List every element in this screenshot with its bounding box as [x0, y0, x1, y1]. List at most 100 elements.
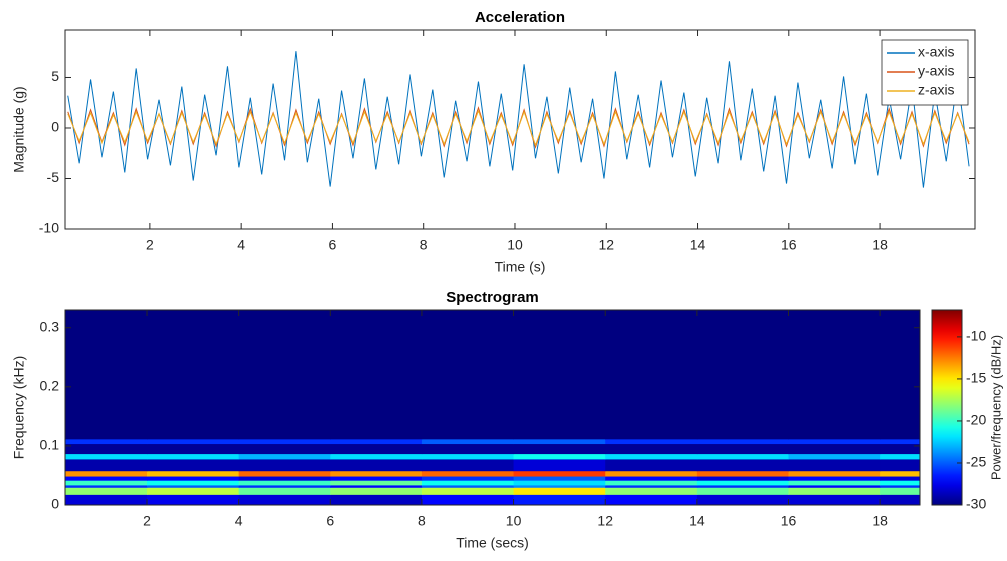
heatmap-cell [696, 458, 789, 472]
heatmap-cell [696, 484, 789, 488]
heatmap-cell [605, 310, 698, 440]
legend-label: x-axis [918, 44, 955, 60]
heatmap-cell [65, 443, 148, 455]
heatmap-cell [788, 470, 881, 477]
colorbar-tick-label: -15 [966, 370, 986, 386]
heatmap-cell [880, 487, 921, 495]
heatmap-cell [238, 453, 331, 460]
x-tick-label: 4 [237, 237, 245, 253]
x-tick-label: 14 [689, 513, 705, 529]
heatmap-cell [65, 458, 148, 472]
heatmap-cell [696, 476, 789, 481]
x-tick-label: 2 [143, 513, 151, 529]
heatmap-cell [330, 487, 423, 495]
heatmap-cell [65, 487, 148, 495]
heatmap-cell [238, 487, 331, 495]
colorbar-tick-label: -30 [966, 496, 986, 512]
heatmap-cell [65, 484, 148, 488]
heatmap-cell [788, 487, 881, 495]
heatmap-cell [421, 480, 515, 486]
heatmap-cell [605, 470, 698, 477]
heatmap-cell [421, 453, 515, 460]
heatmap-cell [65, 476, 148, 481]
heatmap-cell [421, 476, 515, 481]
heatmap-cell [788, 453, 881, 460]
heatmap-cell [330, 484, 423, 488]
heatmap-cell [330, 443, 423, 455]
heatmap-cell [238, 458, 331, 472]
heatmap-cell [421, 484, 515, 488]
heatmap-cell [65, 480, 148, 486]
heatmap-cell [696, 494, 789, 506]
heatmap-cell [605, 438, 698, 445]
heatmap-cell [513, 494, 606, 506]
heatmap-cell [880, 453, 921, 460]
y-tick-label: 0 [51, 496, 59, 512]
heatmap-cell [513, 438, 606, 445]
heatmap-cell [147, 480, 240, 486]
heatmap-cell [238, 470, 331, 477]
legend-label: y-axis [918, 63, 955, 79]
heatmap-cell [605, 484, 698, 488]
heatmap-cell [65, 438, 148, 445]
colorbar-tick-label: -25 [966, 454, 986, 470]
heatmap-cell [147, 494, 240, 506]
heatmap-cell [788, 494, 881, 506]
x-tick-label: 4 [235, 513, 243, 529]
heatmap-cell [147, 453, 240, 460]
x-tick-label: 14 [690, 237, 706, 253]
heatmap-cell [330, 476, 423, 481]
heatmap-cell [788, 438, 881, 445]
y-tick-label: 0.2 [40, 378, 60, 394]
x-tick-label: 12 [597, 513, 613, 529]
x-tick-label: 10 [507, 237, 523, 253]
heatmap-cell [513, 480, 606, 486]
heatmap-cell [147, 476, 240, 481]
heatmap-cell [788, 443, 881, 455]
heatmap-cell [421, 438, 515, 445]
heatmap-cell [880, 438, 921, 445]
heatmap-cell [65, 494, 148, 506]
x-tick-label: 8 [418, 513, 426, 529]
y-tick-label: 0 [51, 119, 59, 135]
heatmap-cell [421, 443, 515, 455]
heatmap-cell [605, 458, 698, 472]
heatmap-cell [330, 470, 423, 477]
heatmap-cell [238, 310, 331, 440]
heatmap-cell [880, 476, 921, 481]
heatmap-cell [880, 494, 921, 506]
y-tick-label: 5 [51, 68, 59, 84]
heatmap-cell [513, 458, 606, 472]
x-tick-label: 12 [598, 237, 614, 253]
heatmap-cell [880, 470, 921, 477]
x-tick-label: 8 [420, 237, 428, 253]
heatmap-cell [421, 494, 515, 506]
x-axis-label: Time (s) [495, 259, 546, 275]
heatmap-cell [513, 310, 606, 440]
y-tick-label: 0.1 [40, 437, 60, 453]
heatmap-cell [788, 458, 881, 472]
plot-area [65, 30, 975, 229]
heatmap-cell [605, 443, 698, 455]
heatmap-cell [330, 494, 423, 506]
y-tick-label: 0.3 [40, 318, 60, 334]
heatmap-cell [65, 310, 148, 440]
heatmap-cell [238, 494, 331, 506]
heatmap-cell [880, 484, 921, 488]
heatmap-cell [605, 476, 698, 481]
x-tick-label: 6 [326, 513, 334, 529]
x-tick-label: 6 [329, 237, 337, 253]
heatmap-cell [330, 480, 423, 486]
x-tick-label: 18 [872, 237, 888, 253]
heatmap-cell [238, 484, 331, 488]
y-axis-label: Magnitude (g) [11, 86, 27, 172]
axes-box [64, 29, 976, 230]
heatmap-cell [880, 443, 921, 455]
heatmap-cell [147, 443, 240, 455]
heatmap-cell [788, 480, 881, 486]
heatmap-cell [880, 310, 921, 440]
heatmap-cell [513, 470, 606, 477]
heatmap-cell [605, 480, 698, 486]
